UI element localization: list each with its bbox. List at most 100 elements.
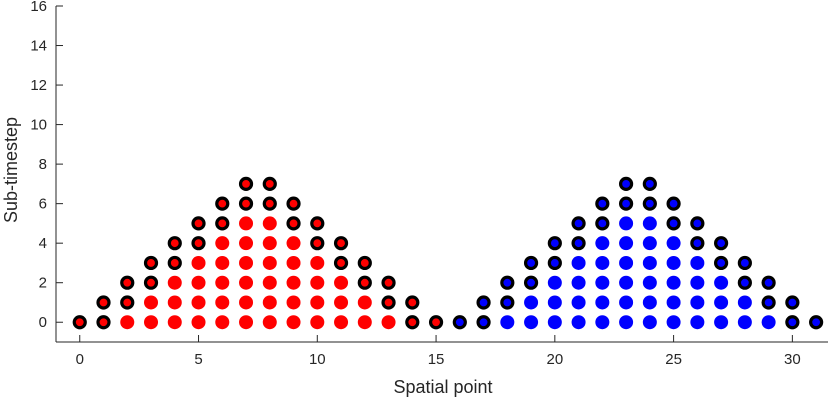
blue-outlined-point (737, 275, 752, 290)
red-filled-point (167, 295, 182, 310)
blue-outlined-point (523, 275, 539, 290)
red-outlined-point (262, 176, 277, 191)
red-filled-point (262, 315, 277, 330)
red-filled-point (262, 236, 277, 251)
x-tick-label: 20 (546, 351, 563, 368)
y-tick-label: 2 (39, 275, 47, 292)
red-filled-point (334, 295, 349, 310)
red-outlined-point (215, 196, 230, 211)
x-axis-label: Spatial point (393, 377, 492, 397)
blue-filled-point (619, 255, 634, 270)
blue-filled-point (547, 315, 562, 330)
red-filled-point (144, 315, 159, 330)
red-filled-point (215, 255, 230, 270)
red-filled-point (191, 275, 206, 290)
blue-filled-point (547, 295, 562, 310)
red-filled-point (239, 236, 254, 251)
blue-outlined-point (690, 236, 705, 251)
red-outlined-point (262, 196, 277, 211)
blue-filled-point (642, 275, 657, 290)
red-outlined-point (381, 275, 396, 290)
red-outlined-point (238, 196, 254, 211)
red-filled-point (334, 315, 349, 330)
red-outlined-point (120, 275, 135, 290)
red-filled-point (334, 275, 349, 290)
red-outlined-point (191, 216, 206, 231)
red-outlined-point (310, 236, 325, 251)
blue-outlined-point (618, 196, 634, 211)
blue-filled-point (571, 255, 586, 270)
blue-outlined-point (714, 255, 729, 271)
blue-filled-point (666, 295, 681, 310)
blue-filled-point (524, 295, 539, 310)
red-outlined-point (143, 275, 159, 290)
red-filled-point (144, 295, 159, 310)
red-filled-point (357, 295, 372, 310)
red-filled-point (215, 295, 230, 310)
red-outlined-point (333, 255, 349, 271)
blue-outlined-point (618, 176, 634, 191)
red-filled-point (381, 315, 396, 330)
red-filled-point (167, 275, 182, 290)
red-outlined-point (357, 255, 372, 271)
red-filled-point (167, 315, 182, 330)
red-filled-point (286, 236, 301, 251)
red-filled-point (215, 236, 230, 251)
red-outlined-point (96, 295, 111, 310)
blue-filled-point (737, 315, 752, 330)
blue-outlined-point (500, 275, 515, 290)
red-filled-point (286, 295, 301, 310)
red-filled-point (191, 315, 206, 330)
blue-outlined-point (571, 236, 586, 251)
blue-outlined-point (642, 176, 657, 191)
blue-filled-point (666, 236, 681, 251)
blue-filled-point (571, 315, 586, 330)
blue-filled-point (619, 216, 634, 231)
blue-filled-point (595, 255, 610, 270)
blue-filled-point (642, 236, 657, 251)
blue-filled-point (619, 275, 634, 290)
blue-filled-point (737, 295, 752, 310)
y-tick-label: 12 (30, 77, 47, 94)
blue-outlined-point (476, 315, 491, 330)
red-filled-point (310, 255, 325, 270)
blue-filled-point (690, 315, 705, 330)
red-outlined-point (167, 236, 182, 251)
x-tick-label: 15 (428, 351, 445, 368)
x-tick-label: 30 (784, 351, 801, 368)
x-tick-label: 25 (665, 351, 682, 368)
blue-outlined-point (547, 255, 562, 271)
red-filled-point (286, 255, 301, 270)
red-filled-point (357, 315, 372, 330)
blue-outlined-point (761, 295, 776, 310)
blue-outlined-point (595, 196, 610, 211)
red-filled-point (262, 216, 277, 231)
red-filled-point (239, 295, 254, 310)
blue-filled-point (714, 295, 729, 310)
blue-outlined-point (761, 275, 776, 290)
blue-filled-point (595, 236, 610, 251)
blue-filled-point (666, 255, 681, 270)
blue-filled-point (714, 275, 729, 290)
blue-outlined-point (547, 236, 562, 251)
blue-filled-point (595, 315, 610, 330)
red-outlined-point (143, 255, 159, 271)
x-tick-label: 5 (194, 351, 202, 368)
red-filled-point (310, 275, 325, 290)
blue-outlined-point (571, 216, 586, 231)
red-filled-point (239, 216, 254, 231)
red-filled-point (239, 315, 254, 330)
blue-outlined-point (476, 295, 491, 310)
blue-outlined-point (809, 315, 824, 330)
red-outlined-point (405, 295, 420, 310)
red-outlined-point (286, 216, 301, 231)
red-filled-point (286, 315, 301, 330)
blue-filled-point (571, 295, 586, 310)
y-tick-label: 14 (30, 38, 47, 55)
axes: 0 5 10 15 20 25 30 0 2 4 6 8 10 12 14 16 (30, 0, 828, 368)
red-outlined-point (120, 295, 135, 310)
blue-filled-point (500, 315, 515, 330)
red-filled-point (262, 275, 277, 290)
red-filled-point (310, 315, 325, 330)
